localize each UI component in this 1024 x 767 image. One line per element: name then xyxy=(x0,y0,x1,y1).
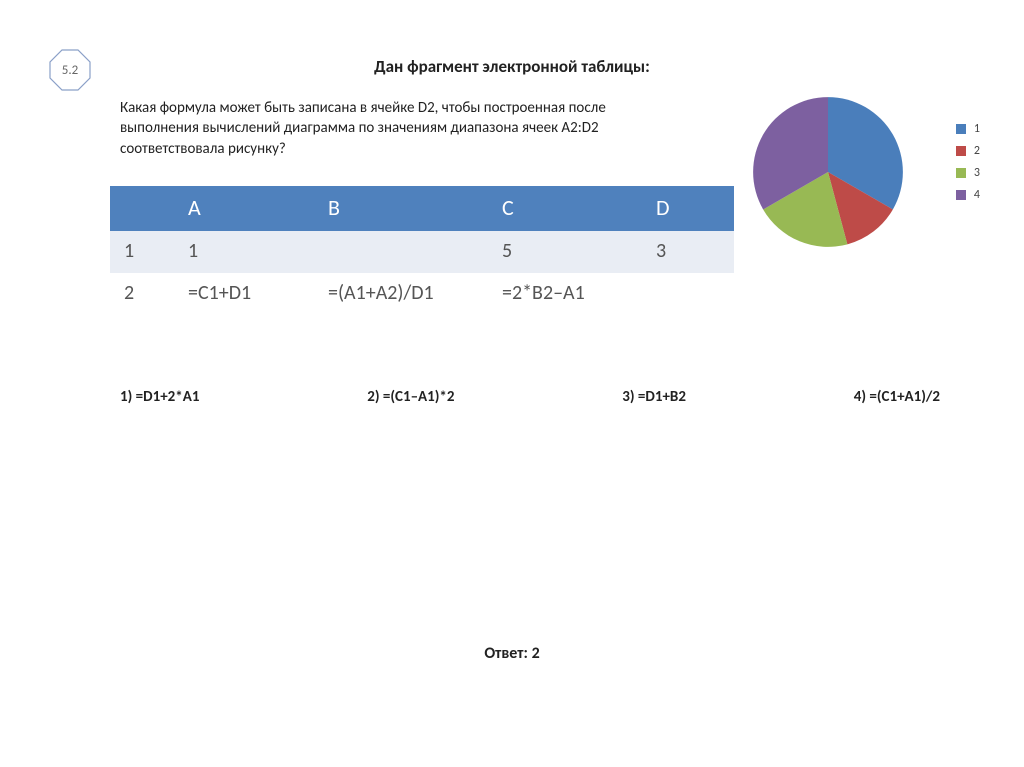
col-header-B: B xyxy=(314,186,488,231)
option-3: 3) =D1+B2 xyxy=(622,388,686,406)
legend-item-3: 3 xyxy=(956,166,980,180)
cell-A2: =C1+D1 xyxy=(174,273,314,315)
legend-item-2: 2 xyxy=(956,144,980,158)
cell-A1: 1 xyxy=(174,231,314,273)
row-header-2: 2 xyxy=(110,273,174,315)
question-text: Какая формула может быть записана в ячей… xyxy=(120,98,680,159)
legend-item-1: 1 xyxy=(956,122,980,136)
answer-text: Ответ: 2 xyxy=(0,644,1024,663)
legend-item-4: 4 xyxy=(956,188,980,202)
cell-C1: 5 xyxy=(488,231,642,273)
pie-legend: 1 2 3 4 xyxy=(956,122,980,210)
cell-D1: 3 xyxy=(642,231,734,273)
col-header-D: D xyxy=(642,186,734,231)
option-4: 4) =(C1+A1)/2 xyxy=(854,388,940,406)
cell-B1 xyxy=(314,231,488,273)
page-title: Дан фрагмент электронной таблицы: xyxy=(0,56,1024,77)
answer-options: 1) =D1+2*A1 2) =(C1–A1)*2 3) =D1+B2 4) =… xyxy=(120,388,940,406)
legend-swatch xyxy=(956,168,966,178)
option-2: 2) =(C1–A1)*2 xyxy=(367,388,454,406)
row-header-1: 1 xyxy=(110,231,174,273)
legend-label: 2 xyxy=(974,144,980,158)
table-corner xyxy=(110,186,174,231)
legend-swatch xyxy=(956,124,966,134)
cell-C2: =2*B2–A1 xyxy=(488,273,642,315)
legend-swatch xyxy=(956,190,966,200)
cell-D2 xyxy=(642,273,734,315)
pie-chart xyxy=(750,94,906,250)
legend-label: 4 xyxy=(974,188,980,202)
legend-label: 3 xyxy=(974,166,980,180)
col-header-A: A xyxy=(174,186,314,231)
legend-label: 1 xyxy=(974,122,980,136)
legend-swatch xyxy=(956,146,966,156)
pie-chart-area: 1 2 3 4 xyxy=(750,94,980,264)
option-1: 1) =D1+2*A1 xyxy=(120,388,199,406)
cell-B2: =(A1+A2)/D1 xyxy=(314,273,488,315)
spreadsheet-fragment: A B C D 1 1 5 3 2 =C1+D1 =(A1+A2)/D1 =2*… xyxy=(110,186,734,315)
question-number: 5.2 xyxy=(62,63,78,78)
col-header-C: C xyxy=(488,186,642,231)
